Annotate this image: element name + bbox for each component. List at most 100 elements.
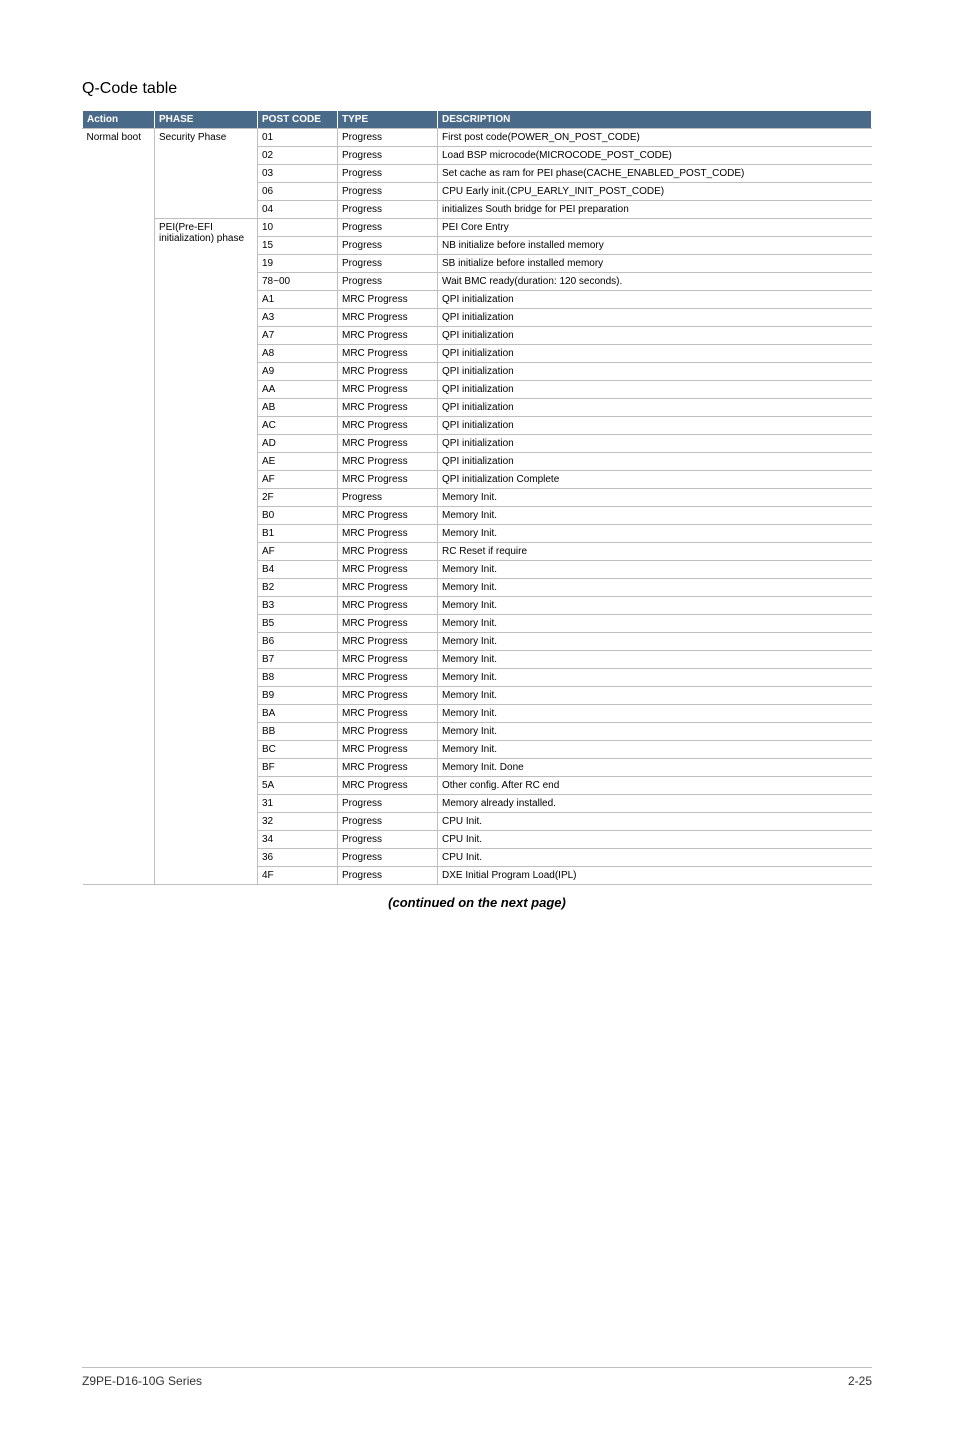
cell-type: MRC Progress: [338, 453, 438, 471]
cell-post-code: A3: [258, 309, 338, 327]
cell-description: QPI initialization: [438, 345, 872, 363]
cell-type: MRC Progress: [338, 417, 438, 435]
cell-description: Memory Init.: [438, 507, 872, 525]
cell-post-code: 03: [258, 165, 338, 183]
cell-post-code: B3: [258, 597, 338, 615]
col-code: POST CODE: [258, 111, 338, 129]
cell-description: RC Reset if require: [438, 543, 872, 561]
cell-post-code: 06: [258, 183, 338, 201]
cell-type: MRC Progress: [338, 615, 438, 633]
cell-post-code: 04: [258, 201, 338, 219]
cell-type: Progress: [338, 273, 438, 291]
table-row: PEI(Pre-EFI initialization) phase10Progr…: [83, 219, 872, 237]
cell-type: MRC Progress: [338, 345, 438, 363]
col-type: TYPE: [338, 111, 438, 129]
cell-post-code: 31: [258, 795, 338, 813]
cell-post-code: B5: [258, 615, 338, 633]
cell-description: Memory Init.: [438, 741, 872, 759]
cell-description: Load BSP microcode(MICROCODE_POST_CODE): [438, 147, 872, 165]
cell-type: MRC Progress: [338, 363, 438, 381]
cell-type: MRC Progress: [338, 777, 438, 795]
cell-post-code: BC: [258, 741, 338, 759]
cell-post-code: AD: [258, 435, 338, 453]
cell-description: QPI initialization Complete: [438, 471, 872, 489]
cell-type: MRC Progress: [338, 723, 438, 741]
cell-post-code: 32: [258, 813, 338, 831]
cell-post-code: AF: [258, 543, 338, 561]
continued-note: (continued on the next page): [82, 895, 872, 910]
cell-description: QPI initialization: [438, 363, 872, 381]
cell-description: QPI initialization: [438, 291, 872, 309]
cell-post-code: B1: [258, 525, 338, 543]
cell-type: MRC Progress: [338, 651, 438, 669]
cell-post-code: BF: [258, 759, 338, 777]
cell-description: Set cache as ram for PEI phase(CACHE_ENA…: [438, 165, 872, 183]
cell-type: Progress: [338, 849, 438, 867]
cell-post-code: 02: [258, 147, 338, 165]
cell-description: QPI initialization: [438, 453, 872, 471]
cell-post-code: 01: [258, 129, 338, 147]
footer-left: Z9PE-D16-10G Series: [82, 1374, 202, 1388]
cell-type: MRC Progress: [338, 741, 438, 759]
cell-type: MRC Progress: [338, 633, 438, 651]
cell-post-code: AE: [258, 453, 338, 471]
cell-post-code: 4F: [258, 867, 338, 885]
cell-description: Memory Init.: [438, 633, 872, 651]
cell-description: CPU Init.: [438, 849, 872, 867]
cell-type: Progress: [338, 237, 438, 255]
cell-type: Progress: [338, 831, 438, 849]
cell-type: MRC Progress: [338, 561, 438, 579]
section-title: Q-Code table: [82, 80, 872, 98]
cell-type: Progress: [338, 813, 438, 831]
cell-post-code: B8: [258, 669, 338, 687]
cell-description: Memory Init.: [438, 525, 872, 543]
cell-post-code: 34: [258, 831, 338, 849]
cell-post-code: B7: [258, 651, 338, 669]
qcode-table: Action PHASE POST CODE TYPE DESCRIPTION …: [82, 110, 872, 885]
cell-post-code: 2F: [258, 489, 338, 507]
cell-description: CPU Early init.(CPU_EARLY_INIT_POST_CODE…: [438, 183, 872, 201]
cell-post-code: B6: [258, 633, 338, 651]
cell-description: Memory Init.: [438, 579, 872, 597]
cell-type: MRC Progress: [338, 327, 438, 345]
cell-type: Progress: [338, 219, 438, 237]
cell-action: Normal boot: [83, 129, 155, 885]
cell-post-code: BA: [258, 705, 338, 723]
cell-description: Memory Init.: [438, 723, 872, 741]
cell-type: Progress: [338, 129, 438, 147]
cell-description: Memory Init.: [438, 687, 872, 705]
cell-type: MRC Progress: [338, 705, 438, 723]
col-phase: PHASE: [155, 111, 258, 129]
cell-description: Memory Init.: [438, 669, 872, 687]
cell-description: QPI initialization: [438, 381, 872, 399]
cell-phase: Security Phase: [155, 129, 258, 219]
cell-description: Memory Init.: [438, 597, 872, 615]
cell-description: QPI initialization: [438, 399, 872, 417]
cell-description: Memory Init. Done: [438, 759, 872, 777]
cell-type: Progress: [338, 867, 438, 885]
cell-description: initializes South bridge for PEI prepara…: [438, 201, 872, 219]
cell-type: MRC Progress: [338, 381, 438, 399]
cell-type: Progress: [338, 795, 438, 813]
cell-description: Other config. After RC end: [438, 777, 872, 795]
col-action: Action: [83, 111, 155, 129]
col-desc: DESCRIPTION: [438, 111, 872, 129]
cell-description: CPU Init.: [438, 813, 872, 831]
cell-post-code: B2: [258, 579, 338, 597]
cell-type: MRC Progress: [338, 291, 438, 309]
cell-type: Progress: [338, 147, 438, 165]
cell-description: QPI initialization: [438, 309, 872, 327]
cell-post-code: AB: [258, 399, 338, 417]
cell-type: Progress: [338, 165, 438, 183]
cell-type: MRC Progress: [338, 579, 438, 597]
cell-type: Progress: [338, 201, 438, 219]
cell-post-code: B9: [258, 687, 338, 705]
footer-right: 2-25: [848, 1374, 872, 1388]
cell-description: QPI initialization: [438, 435, 872, 453]
cell-type: MRC Progress: [338, 669, 438, 687]
cell-type: MRC Progress: [338, 759, 438, 777]
cell-post-code: 78~00: [258, 273, 338, 291]
cell-post-code: 15: [258, 237, 338, 255]
cell-post-code: A7: [258, 327, 338, 345]
cell-type: MRC Progress: [338, 507, 438, 525]
